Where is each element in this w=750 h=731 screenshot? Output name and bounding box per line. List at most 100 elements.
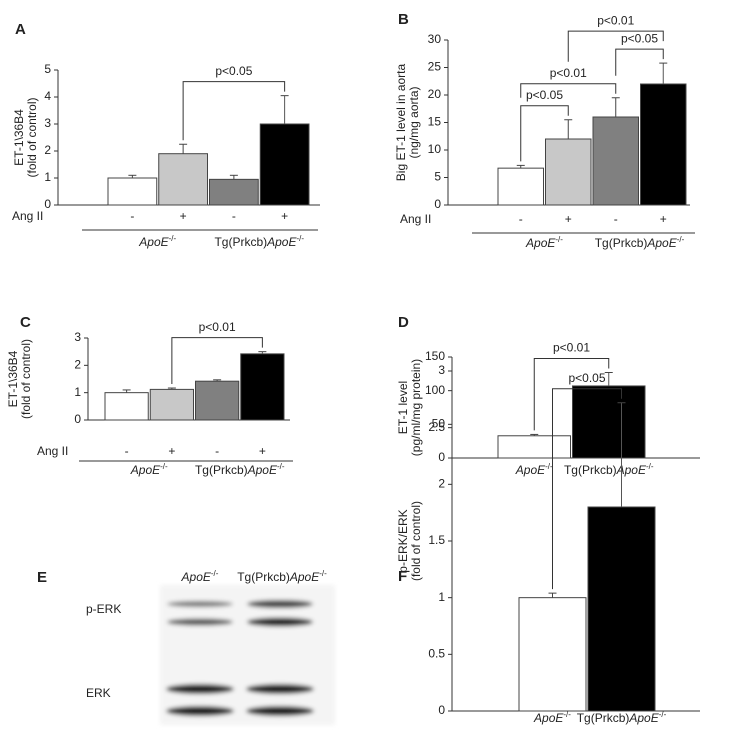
label-sup: -/-: [296, 234, 304, 243]
y-tick-label: 3: [438, 363, 445, 377]
significance-label: p<0.05: [621, 31, 658, 45]
x-tick-label: -: [519, 212, 523, 226]
group-label: ApoE-/-: [138, 234, 176, 250]
label-italic: ApoE: [247, 463, 278, 477]
label-italic: ApoE: [515, 463, 546, 477]
x-tick-label: +: [180, 209, 187, 223]
y-axis-label: Big ET-1 level in aorta: [394, 63, 408, 181]
y-axis-label: (ng/mg aorta): [407, 86, 421, 158]
y-tick-label: 50: [432, 417, 446, 431]
y-tick-label: 1.5: [428, 533, 445, 547]
y-tick-label: 1: [438, 590, 445, 604]
x-tick-label: -: [125, 444, 129, 458]
bar: [572, 385, 646, 459]
bar: [259, 123, 310, 206]
y-tick-label: 3: [74, 330, 81, 344]
x-tick-label: -: [130, 209, 134, 223]
band: [167, 618, 233, 626]
y-tick-label: 3: [44, 116, 51, 130]
group-label: Tg(Prkcb)ApoE-/-: [195, 462, 285, 478]
bar: [240, 353, 285, 421]
label-italic: ApoE: [138, 235, 169, 249]
label-italic: ApoE: [266, 235, 297, 249]
significance-bracket: [552, 388, 622, 590]
label-prefix: Tg(Prkcb): [237, 570, 290, 584]
y-axis-label: (fold of control): [19, 339, 33, 419]
significance-bracket: [615, 48, 664, 76]
label-sup: -/-: [555, 235, 563, 244]
y-tick-label: 100: [425, 383, 445, 397]
label-sup: -/-: [169, 234, 177, 243]
panel-label: A: [15, 21, 26, 38]
band: [166, 684, 234, 694]
y-tick-label: 15: [428, 115, 442, 129]
label-prefix: Tg(Prkcb): [595, 236, 648, 250]
panel-label: B: [398, 11, 409, 28]
label-prefix: Tg(Prkcb): [214, 235, 267, 249]
y-tick-label: 2: [44, 143, 51, 157]
bar: [640, 83, 687, 206]
label-prefix: Tg(Prkcb): [564, 463, 617, 477]
x-tick-label: +: [259, 444, 266, 458]
label-sup: -/-: [563, 710, 571, 719]
bar: [149, 388, 194, 421]
row-label: Ang II: [400, 212, 431, 226]
panel-label: C: [20, 314, 31, 331]
y-tick-label: 0: [438, 450, 445, 464]
panel-label: F: [398, 568, 407, 585]
label-sup: -/-: [646, 462, 654, 471]
label-italic: ApoE: [616, 463, 647, 477]
y-axis-label: ET-1\36B4: [6, 350, 20, 407]
row-label: Ang II: [12, 209, 43, 223]
y-tick-label: 30: [428, 32, 442, 46]
y-tick-label: 5: [434, 170, 441, 184]
y-axis-label: (fold of control): [409, 501, 423, 581]
bar: [209, 178, 259, 206]
band: [247, 600, 313, 608]
label-italic: ApoE: [289, 570, 320, 584]
band: [166, 706, 234, 716]
significance-label: p<0.01: [199, 320, 236, 334]
x-tick-label: +: [660, 212, 667, 226]
significance-bracket: [520, 83, 617, 98]
y-axis-label: (fold of control): [25, 97, 39, 177]
label-italic: ApoE: [628, 711, 659, 725]
y-tick-label: 0: [434, 197, 441, 211]
blot-row-label: p-ERK: [86, 602, 121, 616]
label-sup: -/-: [319, 569, 327, 578]
group-label: Tg(Prkcb)ApoE-/-: [595, 235, 685, 251]
y-tick-label: 0: [44, 197, 51, 211]
bar: [587, 506, 656, 712]
label-italic: ApoE: [181, 570, 212, 584]
label-italic: ApoE: [646, 236, 677, 250]
blot-background: [160, 585, 335, 725]
group-label: Tg(Prkcb)ApoE-/-: [577, 710, 667, 726]
group-label: ApoE-/-: [525, 235, 563, 251]
x-tick-label: -: [232, 209, 236, 223]
y-tick-label: 1: [74, 385, 81, 399]
band: [246, 706, 314, 716]
x-tick-label: +: [565, 212, 572, 226]
significance-label: p<0.05: [568, 371, 605, 385]
y-tick-label: 1: [44, 170, 51, 184]
label-italic: ApoE: [130, 463, 161, 477]
bar: [497, 435, 571, 459]
panel-label: D: [398, 314, 409, 331]
group-label: Tg(Prkcb)ApoE-/-: [214, 234, 304, 250]
significance-bracket: [567, 30, 664, 62]
label-prefix: Tg(Prkcb): [577, 711, 630, 725]
bar: [545, 138, 592, 206]
group-label: ApoE-/-: [130, 462, 168, 478]
y-tick-label: 20: [428, 87, 442, 101]
blot-row-label: ERK: [86, 686, 111, 700]
significance-label: p<0.05: [526, 88, 563, 102]
bar: [158, 153, 208, 206]
label-sup: -/-: [659, 710, 667, 719]
group-label: ApoE-/-: [533, 710, 571, 726]
significance-bracket: [533, 357, 610, 431]
group-label: Tg(Prkcb)ApoE-/-: [564, 462, 654, 478]
y-tick-label: 2: [74, 358, 81, 372]
x-tick-label: -: [614, 212, 618, 226]
significance-label: p<0.05: [215, 64, 252, 78]
